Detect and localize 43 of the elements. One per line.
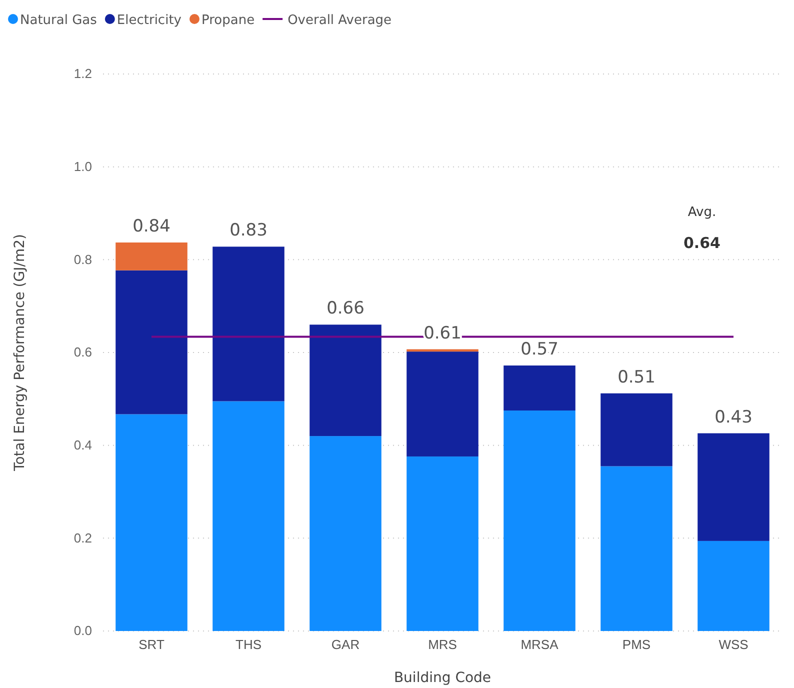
legend-label: Electricity bbox=[116, 13, 182, 28]
bar bbox=[504, 365, 576, 411]
bar bbox=[600, 466, 672, 631]
total-label: 0.51 bbox=[618, 367, 656, 388]
y-tick-label: 0.4 bbox=[74, 437, 92, 452]
y-tick-label: 0.6 bbox=[74, 344, 92, 360]
bar bbox=[116, 242, 188, 270]
bar bbox=[504, 410, 576, 631]
total-label: 0.57 bbox=[520, 339, 558, 360]
bar bbox=[212, 401, 284, 631]
x-tick-label: SRT bbox=[138, 637, 164, 652]
x-tick-label: MRS bbox=[428, 637, 458, 652]
bar bbox=[698, 540, 770, 631]
total-label: 0.84 bbox=[132, 216, 170, 236]
bar bbox=[310, 324, 382, 436]
bar bbox=[310, 436, 382, 631]
legend-label: Propane bbox=[201, 13, 255, 28]
y-tick-label: 0.0 bbox=[74, 623, 92, 638]
total-label: 0.43 bbox=[714, 407, 752, 428]
bar bbox=[698, 433, 770, 541]
x-tick-label: GAR bbox=[331, 637, 360, 652]
x-axis-title: Building Code bbox=[394, 670, 492, 686]
y-tick-label: 1.2 bbox=[74, 66, 92, 82]
bar bbox=[116, 270, 188, 414]
total-label: 0.83 bbox=[230, 220, 268, 241]
x-tick-label: WSS bbox=[718, 637, 749, 652]
y-axis-title: Total Energy Performance (GJ/m2) bbox=[12, 234, 28, 472]
legend-label: Overall Average bbox=[288, 13, 392, 28]
annotation: Avg. bbox=[688, 205, 716, 220]
bar bbox=[116, 414, 188, 631]
bar bbox=[406, 456, 478, 631]
x-tick-label: MRSA bbox=[520, 637, 559, 652]
total-label: 0.66 bbox=[326, 298, 364, 319]
bar bbox=[406, 352, 478, 456]
x-tick-label: THS bbox=[236, 637, 262, 652]
bar bbox=[212, 246, 284, 402]
y-tick-label: 0.8 bbox=[74, 252, 92, 267]
bar bbox=[600, 393, 672, 466]
y-tick-label: 0.2 bbox=[74, 530, 92, 546]
annotation: 0.64 bbox=[683, 234, 721, 252]
y-tick-label: 1.0 bbox=[74, 158, 92, 174]
x-tick-label: PMS bbox=[622, 637, 651, 652]
legend-label: Natural Gas bbox=[20, 13, 98, 28]
